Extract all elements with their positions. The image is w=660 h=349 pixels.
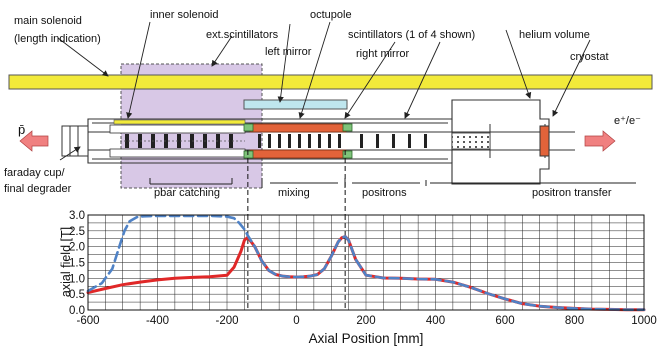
y-tick-labels: 0.0 0.5 1.0 1.5 2.0 2.5 3.0 <box>69 210 85 317</box>
field-plot: -600 -400 -200 0 200 400 600 800 1000 0.0 0.5 1.0 1… <box>59 150 657 346</box>
x-tick-label: 600 <box>495 315 514 327</box>
plot-grid <box>87 214 645 311</box>
plot-frame <box>87 214 645 311</box>
scintillators-label: scintillators (1 of 4 shown) <box>348 29 475 41</box>
positron-transfer-label: positron transfer <box>532 187 612 199</box>
cryostat-label: cryostat <box>570 51 609 63</box>
x-tick-label: 200 <box>356 315 375 327</box>
mirror-position-markers <box>247 150 346 310</box>
ext-scintillators-label: ext.scintillators <box>206 29 279 41</box>
pbar-catching-label: pbar catching <box>154 187 220 199</box>
octupole-label: octupole <box>310 9 352 21</box>
x-axis-label: Axial Position [mm] <box>309 331 424 346</box>
mirror-coils <box>243 123 353 159</box>
mixing-label: mixing <box>278 187 310 199</box>
positron-in-label: e⁺/e⁻ <box>614 115 641 127</box>
pbar-arrow <box>19 130 49 152</box>
left-flange <box>61 125 89 157</box>
x-tick-label: 1000 <box>631 315 657 327</box>
helium-dotted-region <box>451 132 491 150</box>
y-tick-label: 2.0 <box>69 242 85 254</box>
positron-electrodes <box>360 134 427 148</box>
apparatus-diagram: main solenoid (length indication) inner … <box>4 9 653 199</box>
main-solenoid-label: main solenoid <box>14 15 82 27</box>
octupole <box>249 123 347 159</box>
x-tick-label: -600 <box>76 315 99 327</box>
inner-solenoid-label: inner solenoid <box>150 9 219 21</box>
y-tick-label: 1.5 <box>69 258 85 270</box>
pbar-label: p̄ <box>18 122 25 137</box>
x-tick-labels: -600 -400 -200 0 200 400 600 800 1000 <box>76 315 656 327</box>
y-tick-label: 2.5 <box>69 226 85 238</box>
positrons-label: positrons <box>362 187 407 199</box>
main-solenoid-sub-label: (length indication) <box>14 33 101 45</box>
main-solenoid-bar <box>8 74 653 90</box>
x-tick-label: -200 <box>215 315 238 327</box>
dashed-field-curve <box>86 214 646 312</box>
left-mirror-label: left mirror <box>265 46 312 58</box>
x-tick-label: 800 <box>565 315 584 327</box>
y-axis-label: axial field [T] <box>59 227 73 297</box>
x-tick-label: 400 <box>426 315 445 327</box>
field-curves <box>86 214 646 312</box>
y-tick-label: 0.0 <box>69 305 85 317</box>
y-tick-label: 0.5 <box>69 289 85 301</box>
x-tick-label: 0 <box>293 315 299 327</box>
scintillator-bar <box>243 99 348 110</box>
inner-solenoid <box>113 119 246 125</box>
x-tick-label: -400 <box>146 315 169 327</box>
y-tick-label: 1.0 <box>69 273 85 285</box>
final-degrader-label: final degrader <box>4 183 72 195</box>
right-mirror-label: right mirror <box>356 48 410 60</box>
y-tick-label: 3.0 <box>69 210 85 222</box>
positron-arrow <box>584 130 616 152</box>
faraday-cup-label: faraday cup/ <box>4 167 65 179</box>
helium-volume-label: helium volume <box>519 29 590 41</box>
